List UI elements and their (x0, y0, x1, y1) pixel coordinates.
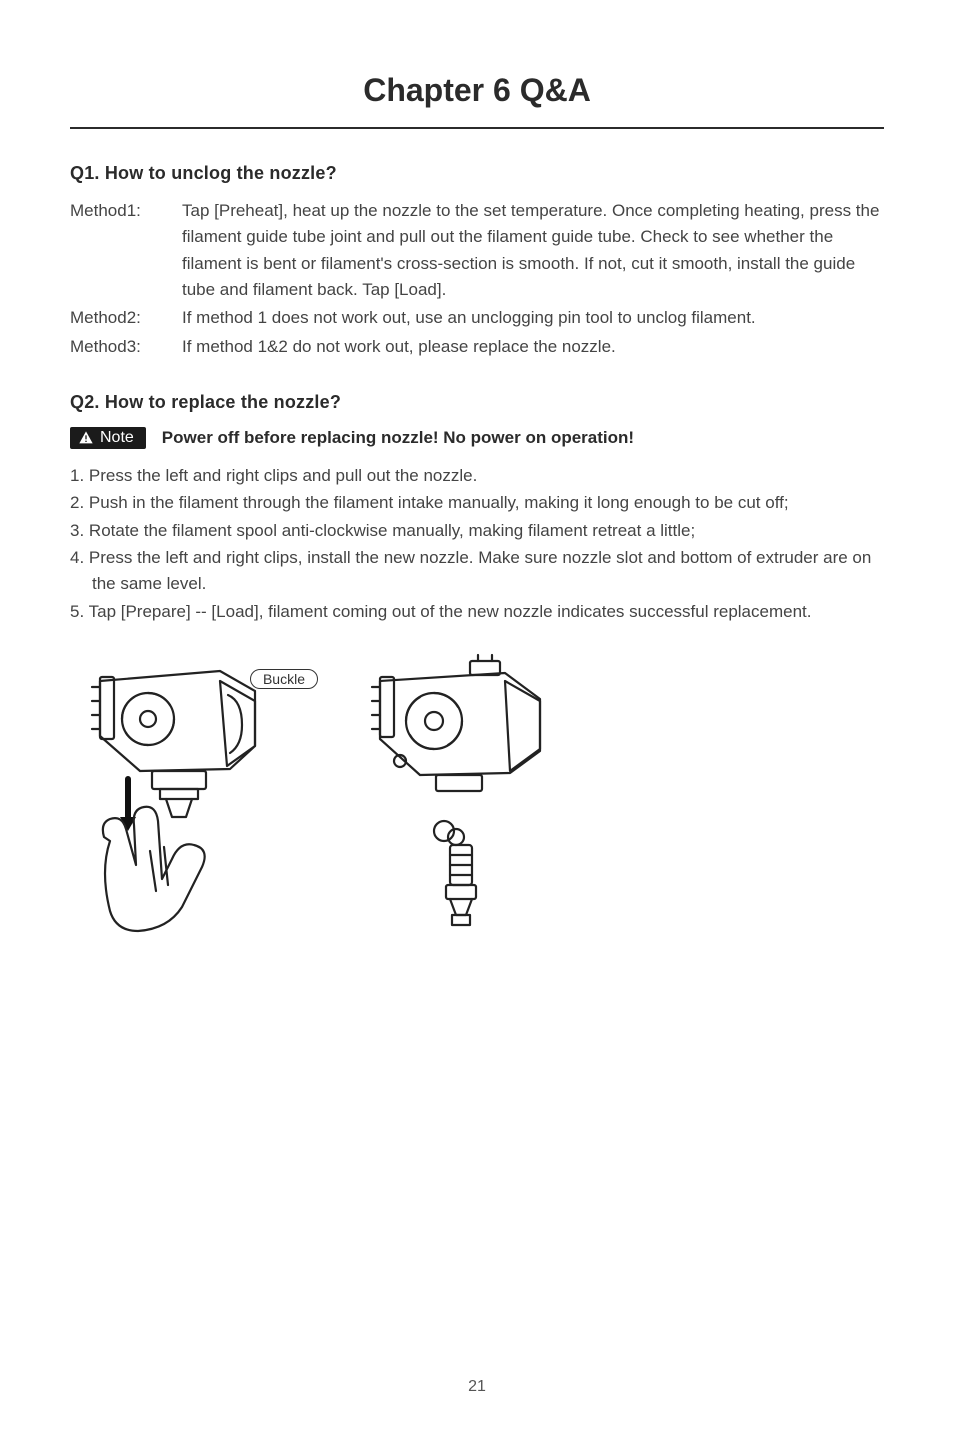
q1-method-2: Method2: If method 1 does not work out, … (70, 305, 884, 331)
page-number: 21 (0, 1378, 954, 1396)
note-badge-label: Note (100, 429, 134, 447)
q2-step: Rotate the filament spool anti-clockwise… (70, 518, 884, 544)
note-row: Note Power off before replacing nozzle! … (70, 427, 884, 449)
q2-heading: Q2. How to replace the nozzle? (70, 392, 884, 413)
warning-icon (78, 430, 94, 446)
figure-1: Buckle (80, 651, 310, 941)
q2-step: Push in the filament through the filamen… (70, 490, 884, 516)
note-badge: Note (70, 427, 146, 449)
extruder-nozzle-illustration (350, 651, 580, 941)
method-label: Method1: (70, 198, 182, 303)
method-body: If method 1&2 do not work out, please re… (182, 334, 884, 360)
q1-method-1: Method1: Tap [Preheat], heat up the nozz… (70, 198, 884, 303)
q2-step: Press the left and right clips and pull … (70, 463, 884, 489)
q2-step: Tap [Prepare] -- [Load], filament coming… (70, 599, 884, 625)
figure-area: Buckle (70, 651, 884, 941)
method-label: Method2: (70, 305, 182, 331)
method-body: Tap [Preheat], heat up the nozzle to the… (182, 198, 884, 303)
q1-method-3: Method3: If method 1&2 do not work out, … (70, 334, 884, 360)
q1-heading: Q1. How to unclog the nozzle? (70, 163, 884, 184)
figure-2 (350, 651, 580, 941)
chapter-title: Chapter 6 Q&A (70, 72, 884, 129)
q2-steps: Press the left and right clips and pull … (70, 463, 884, 625)
note-text: Power off before replacing nozzle! No po… (162, 428, 634, 448)
method-body: If method 1 does not work out, use an un… (182, 305, 884, 331)
q2-step: Press the left and right clips, install … (70, 545, 884, 598)
method-label: Method3: (70, 334, 182, 360)
extruder-hand-illustration (80, 651, 310, 941)
buckle-label: Buckle (250, 669, 318, 689)
